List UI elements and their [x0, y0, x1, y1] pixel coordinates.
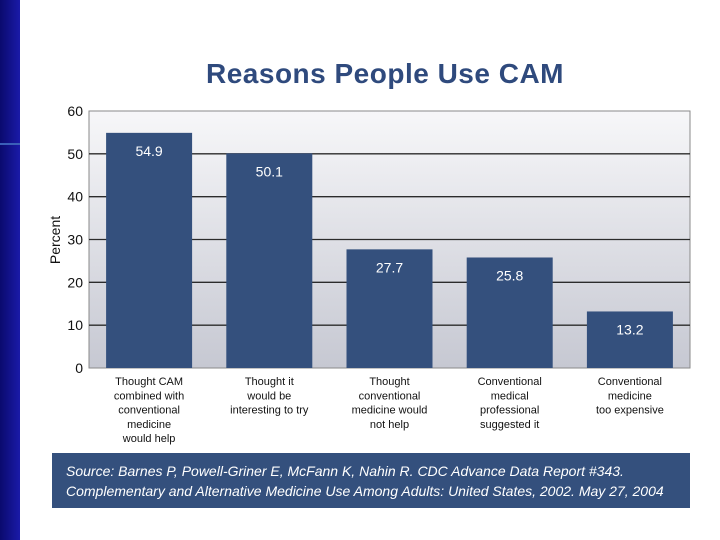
x-category-label: Thought CAM combined with conventional medi…	[114, 376, 184, 445]
y-tick-label: 30	[67, 232, 83, 248]
y-tick-label: 0	[75, 360, 83, 376]
source-citation-box: Source: Barnes P, Powell-Griner E, McFan…	[52, 453, 690, 508]
chart-title: Reasons People Use CAM	[206, 58, 564, 89]
y-tick-label: 40	[67, 189, 83, 205]
x-category-label: Thought conventional medicine would not hel…	[352, 376, 428, 431]
slide-left-accent-line	[0, 143, 20, 145]
y-tick-label: 20	[67, 274, 83, 290]
x-category-label: Conventional medical professional suggested…	[478, 376, 542, 431]
x-category-label: Thought it would be interesting to try	[230, 376, 309, 417]
bar-value-label: 13.2	[616, 321, 643, 337]
bar	[346, 249, 433, 368]
bar	[106, 132, 193, 368]
y-tick-label: 50	[67, 146, 83, 162]
x-category-label: Conventional medicine too expensive	[596, 376, 664, 417]
bar-value-label: 54.9	[135, 143, 162, 159]
y-axis-label: Percent	[47, 216, 63, 264]
y-tick-label: 60	[67, 103, 83, 119]
bar-value-label: 27.7	[376, 259, 403, 275]
source-line-2: Complementary and Alternative Medicine U…	[66, 483, 664, 499]
source-line-1: Source: Barnes P, Powell-Griner E, McFan…	[66, 463, 624, 479]
bar	[586, 311, 673, 368]
bar-value-label: 50.1	[256, 163, 283, 179]
bar-value-label: 25.8	[496, 267, 523, 283]
bar	[226, 153, 313, 368]
bar	[466, 257, 553, 368]
y-tick-label: 10	[67, 317, 83, 333]
slide-left-band	[0, 0, 20, 540]
